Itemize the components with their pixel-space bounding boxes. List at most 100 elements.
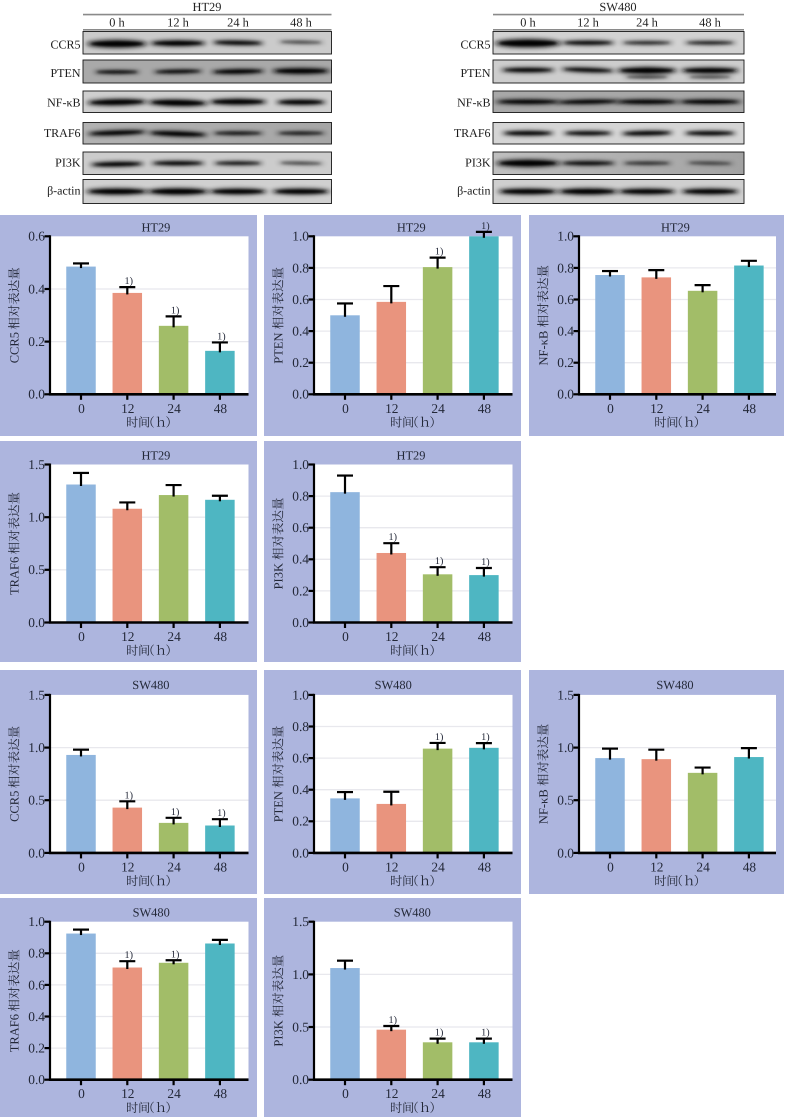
svg-text:0.0: 0.0 — [292, 387, 309, 402]
svg-text:0.0: 0.0 — [28, 387, 45, 402]
svg-text:0.4: 0.4 — [292, 324, 309, 339]
svg-text:1.0: 1.0 — [28, 740, 45, 755]
svg-text:CCR5: CCR5 — [8, 332, 22, 363]
svg-text:PTEN: PTEN — [271, 332, 285, 363]
svg-text:24: 24 — [167, 629, 181, 644]
svg-text:0.0: 0.0 — [28, 1072, 45, 1087]
svg-text:1): 1) — [171, 305, 180, 316]
svg-text:0.6: 0.6 — [28, 977, 45, 992]
svg-text:CCR5: CCR5 — [460, 38, 490, 52]
svg-text:1): 1) — [217, 808, 226, 819]
svg-text:0.5: 0.5 — [28, 793, 45, 808]
svg-text:0: 0 — [342, 859, 349, 874]
svg-text:HT29: HT29 — [396, 449, 425, 463]
svg-text:HT29: HT29 — [193, 0, 222, 14]
svg-text:0 h: 0 h — [520, 16, 536, 30]
svg-text:0.0: 0.0 — [292, 845, 309, 860]
svg-text:24 h: 24 h — [227, 16, 249, 30]
svg-text:β-actin: β-actin — [457, 184, 490, 198]
svg-text:12: 12 — [650, 401, 663, 416]
svg-text:0.0: 0.0 — [557, 387, 574, 402]
svg-text:1): 1) — [171, 949, 180, 960]
svg-text:12 h: 12 h — [167, 16, 189, 30]
svg-text:12: 12 — [121, 1086, 134, 1101]
svg-text:0.6: 0.6 — [28, 229, 45, 244]
svg-text:0.0: 0.0 — [28, 845, 45, 860]
svg-text:TRAF6: TRAF6 — [8, 1014, 22, 1052]
svg-text:24 h: 24 h — [636, 16, 658, 30]
svg-text:PI3K: PI3K — [271, 1020, 285, 1046]
svg-text:0: 0 — [342, 629, 349, 644]
svg-text:0.2: 0.2 — [292, 814, 309, 829]
svg-text:0.6: 0.6 — [557, 292, 574, 307]
svg-text:1): 1) — [125, 276, 134, 287]
svg-text:0.4: 0.4 — [28, 1009, 45, 1024]
svg-text:HT29: HT29 — [141, 449, 170, 463]
svg-text:48: 48 — [742, 859, 756, 874]
svg-text:1): 1) — [125, 950, 134, 961]
svg-text:48: 48 — [477, 401, 491, 416]
svg-text:0.0: 0.0 — [557, 845, 574, 860]
svg-text:HT29: HT29 — [660, 220, 689, 234]
svg-text:0.8: 0.8 — [292, 260, 309, 275]
svg-text:12: 12 — [385, 401, 398, 416]
svg-text:24: 24 — [167, 401, 181, 416]
svg-text:1): 1) — [217, 331, 226, 342]
svg-text:0.2: 0.2 — [292, 583, 309, 598]
svg-text:PI3K: PI3K — [465, 156, 491, 170]
svg-text:1.0: 1.0 — [557, 740, 574, 755]
svg-text:1): 1) — [388, 532, 397, 543]
svg-text:0.4: 0.4 — [292, 552, 309, 567]
svg-text:1.0: 1.0 — [28, 914, 45, 929]
svg-text:1): 1) — [125, 790, 134, 801]
svg-text:0: 0 — [78, 1086, 85, 1101]
svg-text:0.4: 0.4 — [28, 281, 45, 296]
svg-text:0.2: 0.2 — [292, 355, 309, 370]
svg-text:1): 1) — [481, 221, 490, 232]
svg-text:48: 48 — [214, 1086, 228, 1101]
svg-text:1.0: 1.0 — [292, 687, 309, 702]
svg-text:0.2: 0.2 — [557, 355, 574, 370]
svg-text:1.0: 1.0 — [557, 229, 574, 244]
svg-text:0.6: 0.6 — [292, 520, 309, 535]
svg-text:0: 0 — [78, 859, 85, 874]
svg-text:1): 1) — [481, 1028, 490, 1039]
svg-text:0.0: 0.0 — [292, 615, 309, 630]
svg-text:12: 12 — [385, 859, 398, 874]
svg-text:1.5: 1.5 — [292, 914, 309, 929]
svg-text:48: 48 — [477, 629, 491, 644]
svg-text:24: 24 — [431, 629, 445, 644]
svg-text:12: 12 — [385, 629, 398, 644]
svg-text:NF-κB: NF-κB — [536, 331, 550, 366]
svg-text:SW480: SW480 — [133, 906, 170, 920]
svg-text:12: 12 — [121, 859, 134, 874]
svg-text:0: 0 — [342, 401, 349, 416]
svg-text:48: 48 — [477, 859, 491, 874]
svg-text:TRAF6: TRAF6 — [44, 126, 81, 140]
svg-text:HT29: HT29 — [141, 220, 170, 234]
svg-text:CCR5: CCR5 — [50, 38, 80, 52]
svg-text:48: 48 — [477, 1086, 491, 1101]
svg-text:48 h: 48 h — [290, 16, 312, 30]
svg-text:24: 24 — [431, 401, 445, 416]
svg-text:PTEN: PTEN — [51, 66, 81, 80]
svg-text:0: 0 — [342, 1086, 349, 1101]
svg-text:48 h: 48 h — [699, 16, 721, 30]
svg-text:24: 24 — [431, 1086, 445, 1101]
svg-text:12: 12 — [121, 629, 134, 644]
svg-text:PI3K: PI3K — [271, 563, 285, 589]
svg-text:SW480: SW480 — [656, 678, 693, 692]
svg-text:48: 48 — [214, 401, 228, 416]
svg-text:0.8: 0.8 — [292, 489, 309, 504]
svg-text:0.8: 0.8 — [28, 946, 45, 961]
svg-text:β-actin: β-actin — [47, 184, 80, 198]
svg-text:1): 1) — [434, 732, 443, 743]
svg-text:0.6: 0.6 — [292, 292, 309, 307]
svg-text:PTEN: PTEN — [461, 66, 491, 80]
svg-text:1): 1) — [434, 556, 443, 567]
svg-text:0: 0 — [78, 629, 85, 644]
svg-text:12: 12 — [121, 401, 134, 416]
svg-text:TRAF6: TRAF6 — [8, 557, 22, 595]
svg-text:48: 48 — [214, 859, 228, 874]
svg-text:PI3K: PI3K — [55, 156, 81, 170]
